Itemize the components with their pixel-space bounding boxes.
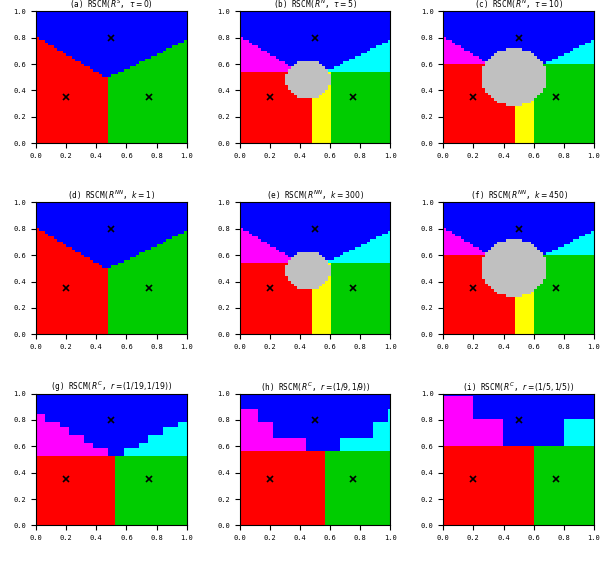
Title: (d) RSCM($R^{NN}$, $k = 1$): (d) RSCM($R^{NN}$, $k = 1$) [67,189,155,202]
Title: (a) RSCM($R^S$, $\tau = 0$): (a) RSCM($R^S$, $\tau = 0$) [70,0,154,11]
Title: (e) RSCM($R^{NN}$, $k = 300$): (e) RSCM($R^{NN}$, $k = 300$) [266,189,364,202]
Title: (h) RSCM($R^C$, $r = (1/9, 1/9)$): (h) RSCM($R^C$, $r = (1/9, 1/9)$) [260,380,370,394]
Title: (i) RSCM($R^C$, $r = (1/5, 1/5)$): (i) RSCM($R^C$, $r = (1/5, 1/5)$) [463,380,575,394]
Title: (f) RSCM($R^{NN}$, $k = 450$): (f) RSCM($R^{NN}$, $k = 450$) [470,189,568,202]
Title: (b) RSCM($R^N$, $\tau = 5$): (b) RSCM($R^N$, $\tau = 5$) [273,0,357,11]
Title: (c) RSCM($R^N$, $\tau = 10$): (c) RSCM($R^N$, $\tau = 10$) [474,0,563,11]
Title: (g) RSCM($R^C$, $r = (1/19, 1/19)$): (g) RSCM($R^C$, $r = (1/19, 1/19)$) [50,379,172,394]
